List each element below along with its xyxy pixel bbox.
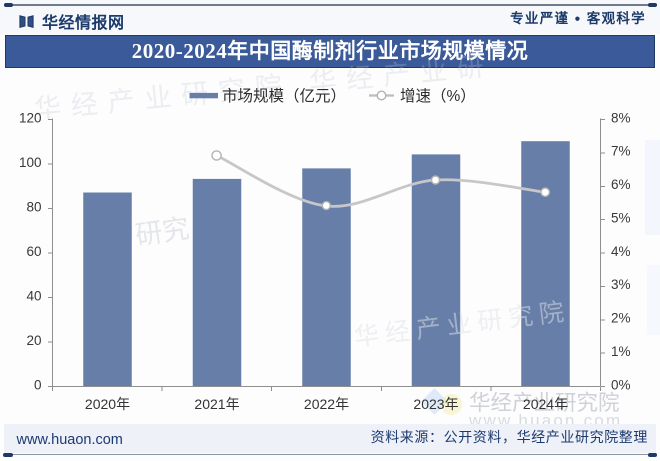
svg-text:0: 0 <box>34 377 42 392</box>
svg-text:2%: 2% <box>611 311 631 326</box>
svg-text:100: 100 <box>19 155 42 170</box>
svg-text:2020年: 2020年 <box>85 396 130 412</box>
svg-text:20: 20 <box>26 333 41 348</box>
svg-text:80: 80 <box>26 199 41 214</box>
svg-text:7%: 7% <box>611 144 631 159</box>
svg-text:2024年: 2024年 <box>523 396 568 412</box>
svg-text:2021年: 2021年 <box>194 396 239 412</box>
svg-text:120: 120 <box>19 110 42 125</box>
svg-text:40: 40 <box>26 288 41 303</box>
svg-text:1%: 1% <box>611 344 631 359</box>
svg-text:0%: 0% <box>611 377 631 392</box>
svg-text:4%: 4% <box>611 244 631 259</box>
svg-text:60: 60 <box>26 244 41 259</box>
svg-text:2023年: 2023年 <box>413 396 458 412</box>
svg-text:5%: 5% <box>611 210 631 225</box>
svg-text:8%: 8% <box>611 110 631 125</box>
svg-text:3%: 3% <box>611 277 631 292</box>
svg-text:2022年: 2022年 <box>304 396 349 412</box>
svg-text:市场规模（亿元）: 市场规模（亿元） <box>222 87 346 105</box>
svg-text:增速（%）: 增速（%） <box>400 87 476 105</box>
svg-text:6%: 6% <box>611 177 631 192</box>
